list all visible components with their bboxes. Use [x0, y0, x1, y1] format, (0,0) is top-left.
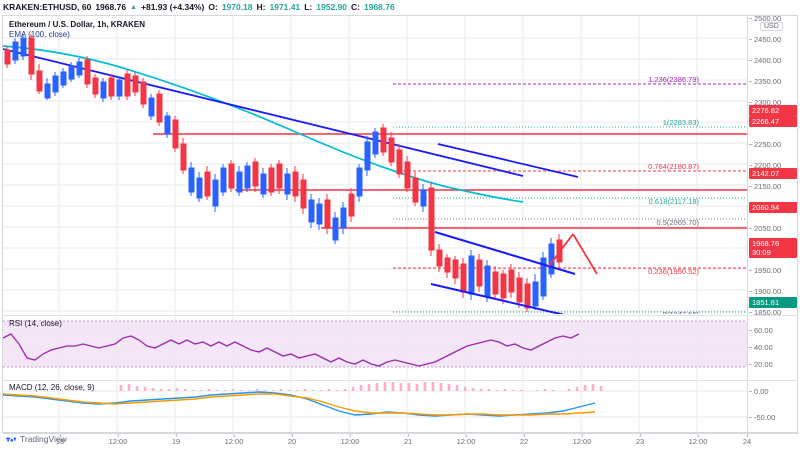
axis-tick-2250: 2250.00: [748, 140, 782, 149]
price-change: +81.93 (+4.34%): [141, 2, 205, 12]
horizontal-gridlines: [3, 37, 747, 312]
macd-line: [3, 391, 596, 417]
axis-tick-2350: 2350.00: [748, 77, 782, 86]
fib-label-0618: 0.618(2117.18): [648, 197, 699, 206]
price-badge-2276: 2276.82: [749, 105, 797, 116]
rsi-band: [3, 321, 747, 367]
time-tick-8: 22: [519, 434, 529, 446]
time-tick-7: 12:00: [456, 434, 476, 446]
candlestick-series: [4, 34, 563, 312]
open-key: O:: [208, 2, 218, 12]
tradingview-logo-icon: [6, 437, 17, 442]
low-key: L:: [304, 2, 313, 12]
chart-frame: Ethereum / U.S. Dollar, 1h, KRAKEN EMA (…: [2, 14, 799, 446]
price-badge-2142: 2142.07: [749, 168, 797, 179]
axis-tick-2050: 2050.00: [748, 224, 782, 233]
price-pane[interactable]: Ethereum / U.S. Dollar, 1h, KRAKEN EMA (…: [3, 16, 747, 314]
axis-tick-2450: 2450.00: [748, 35, 782, 44]
time-axis[interactable]: 18 12:00 19 12:00 20 12:00 21 12:00 22 1…: [3, 433, 799, 448]
axis-tick-2500: 2500.00: [748, 14, 782, 23]
time-tick-4: 20: [287, 434, 297, 446]
time-tick-3: 12:00: [224, 434, 244, 446]
axis-tick-2400: 2400.00: [748, 56, 782, 65]
fib-label-0764: 0.764(2180.87): [648, 162, 699, 171]
rsi-legend: RSI (14, close): [9, 319, 62, 328]
rsi-line: [3, 333, 580, 367]
price-axis[interactable]: USD 2500.00 2450.00 2400.00 2350.00 2300…: [747, 14, 797, 317]
time-tick-0: 18: [55, 434, 65, 446]
time-tick-12: 24: [742, 434, 752, 446]
macd-gridlines: [3, 381, 747, 432]
axis-tick-1850: 1850.00: [748, 308, 782, 317]
rsi-pane[interactable]: RSI (14, close): [3, 315, 747, 379]
wedge-lower-line: [430, 283, 565, 314]
fib-label-0236: 0.236(1950.52): [648, 267, 699, 276]
symbol-label[interactable]: KRAKEN:ETHUSD, 60: [3, 2, 92, 12]
macd-chart-svg: [3, 381, 747, 432]
macd-axis[interactable]: 0.00 -50.00: [747, 380, 797, 432]
countdown-timer: 30:09: [752, 248, 771, 257]
fib-retracement-lines: [393, 83, 747, 313]
rsi-tick-40: 40.00: [749, 343, 773, 352]
price-badge-2266: 2266.47: [749, 116, 797, 127]
open-value: 1970.18: [221, 2, 253, 12]
time-tick-5: 12:00: [340, 434, 360, 446]
time-tick-11: 12:00: [688, 434, 708, 446]
macd-histogram: [119, 382, 603, 391]
axis-tick-2200: 2200.00: [748, 161, 782, 170]
rsi-chart-svg: [3, 316, 747, 379]
price-badge-current: 1968.76 30:09: [749, 238, 797, 258]
price-chart-svg: [3, 16, 747, 314]
falling-wedge: [430, 231, 576, 314]
quote-bar: KRAKEN:ETHUSD, 60 1968.76 ▲ +81.93 (+4.3…: [0, 0, 800, 14]
time-tick-1: 12:00: [108, 434, 128, 446]
price-pane-legend: Ethereum / U.S. Dollar, 1h, KRAKEN: [9, 20, 146, 29]
macd-tick-n50: -50.00: [748, 413, 776, 422]
macd-signal-line: [3, 393, 596, 416]
last-price: 1968.76: [95, 2, 127, 12]
fib-label-1236: 1.236(2386.79): [648, 75, 699, 84]
fib-label-1: 1(2283.83): [662, 118, 699, 127]
rsi-tick-60: 60.00: [749, 326, 773, 335]
fib-label-05: 0.5(2065.70): [656, 218, 699, 227]
current-price-value: 1968.76: [752, 239, 780, 248]
rsi-axis[interactable]: 60.00 40.00 20.00: [747, 315, 797, 379]
time-tick-6: 21: [403, 434, 413, 446]
tradingview-branding[interactable]: TradingView: [6, 434, 67, 444]
descending-trendline-right: [437, 143, 579, 178]
macd-pane[interactable]: MACD (12, 26, close, 9): [3, 380, 747, 432]
high-key: H:: [256, 2, 266, 12]
horizontal-levels: [153, 133, 747, 229]
axis-tick-2150: 2150.00: [748, 182, 782, 191]
macd-legend: MACD (12, 26, close, 9): [9, 383, 95, 392]
close-key: C:: [351, 2, 360, 12]
tradingview-label: TradingView: [20, 434, 67, 444]
time-tick-2: 19: [171, 434, 181, 446]
ema-legend: EMA (100, close): [9, 30, 70, 39]
up-triangle-icon: ▲: [130, 3, 137, 11]
high-value: 1971.41: [269, 2, 301, 12]
wedge-upper-line: [434, 231, 576, 275]
ema-100-line: [3, 45, 524, 203]
currency-badge: USD: [760, 22, 783, 31]
price-badge-1851: 1851.81: [749, 297, 797, 308]
axis-tick-2300: 2300.00: [748, 98, 782, 107]
price-badge-2060: 2060.94: [749, 202, 797, 213]
close-value: 1968.76: [363, 2, 395, 12]
time-tick-9: 12:00: [572, 434, 592, 446]
rsi-tick-20: 20.00: [749, 360, 773, 369]
axis-tick-1950: 1950.00: [748, 266, 782, 275]
macd-tick-0: 0.00: [749, 387, 769, 396]
projection-zigzag: [548, 233, 598, 275]
low-value: 1952.90: [316, 2, 347, 12]
time-tick-10: 23: [635, 434, 645, 446]
axis-tick-1900: 1900.00: [748, 287, 782, 296]
fib-label-0: 0(1847.56): [663, 310, 699, 314]
